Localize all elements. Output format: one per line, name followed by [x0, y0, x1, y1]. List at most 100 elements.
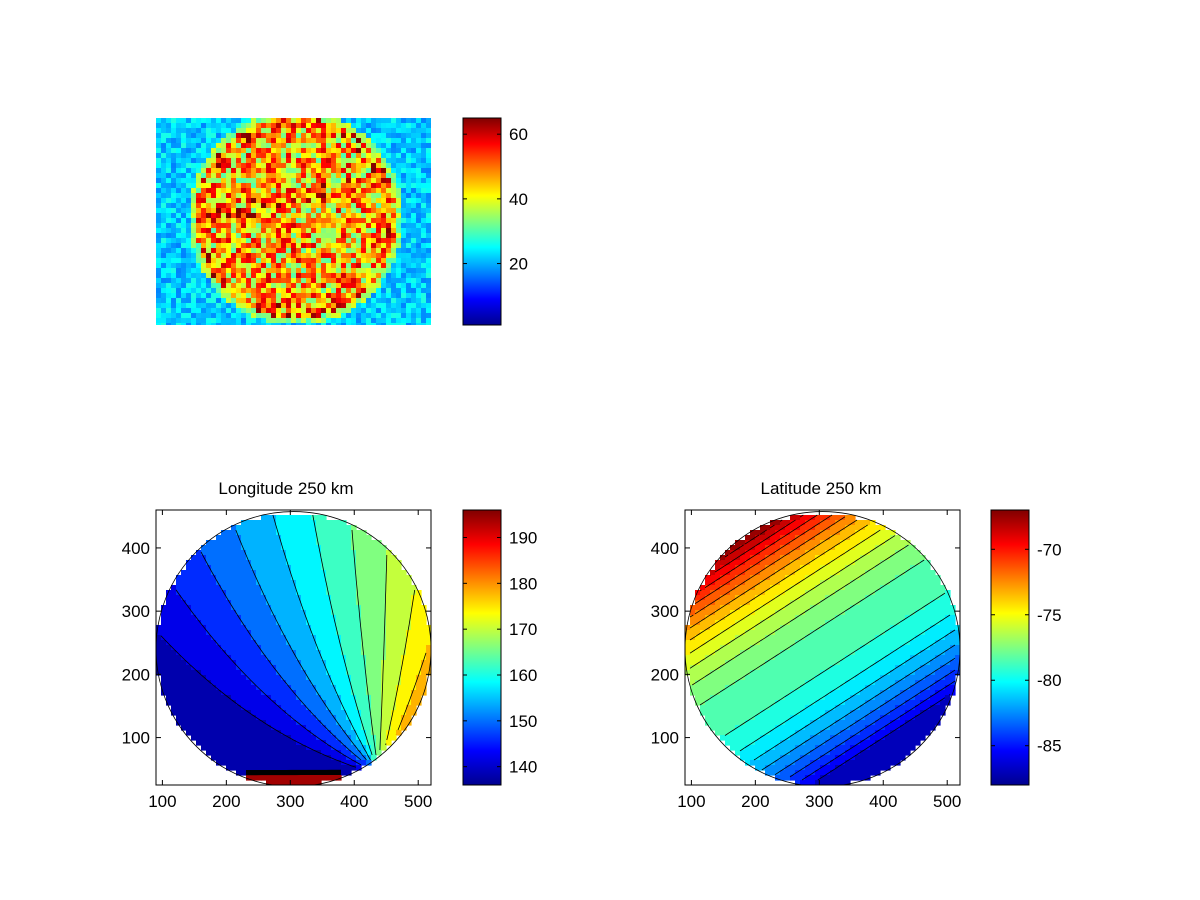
image-cell: [221, 253, 226, 258]
image-cell: [381, 253, 386, 258]
longitude-cell: [166, 675, 172, 681]
longitude-cell: [231, 655, 237, 661]
longitude-cell: [341, 750, 347, 756]
image-cell: [181, 268, 186, 273]
image-cell: [426, 168, 431, 173]
longitude-cell: [301, 740, 307, 746]
latitude-cell: [770, 520, 776, 526]
longitude-cell: [271, 600, 277, 606]
longitude-cell: [216, 750, 222, 756]
longitude-cell: [411, 675, 417, 681]
longitude-cell: [261, 665, 267, 671]
image-cell: [311, 243, 316, 248]
image-cell: [221, 138, 226, 143]
longitude-cell: [326, 675, 332, 681]
image-cell: [201, 143, 206, 148]
image-cell: [316, 213, 321, 218]
image-cell: [206, 198, 211, 203]
image-cell: [161, 153, 166, 158]
longitude-cell: [306, 690, 312, 696]
longitude-cell: [271, 705, 277, 711]
image-cell: [166, 188, 171, 193]
image-cell: [236, 218, 241, 223]
image-cell: [361, 323, 366, 325]
image-cell: [371, 198, 376, 203]
longitude-cell: [381, 590, 387, 596]
longitude-cell: [351, 625, 357, 631]
longitude-cell: [291, 710, 297, 716]
longitude-cell: [286, 605, 292, 611]
image-cell: [201, 323, 206, 325]
longitude-colorbar-tick-label: 160: [509, 666, 537, 685]
longitude-cell: [396, 675, 402, 681]
image-cell: [286, 203, 291, 208]
image-cell: [346, 283, 351, 288]
image-cell: [156, 228, 161, 233]
longitude-cell: [406, 610, 412, 616]
longitude-cell: [326, 695, 332, 701]
longitude-cell: [301, 595, 307, 601]
image-cell: [411, 238, 416, 243]
image-cell: [196, 208, 201, 213]
image-cell: [311, 168, 316, 173]
image-cell: [341, 298, 346, 303]
longitude-cell: [206, 705, 212, 711]
image-cell: [291, 273, 296, 278]
longitude-cell: [211, 540, 217, 546]
longitude-cell: [196, 740, 202, 746]
longitude-cell: [196, 665, 202, 671]
longitude-cell: [311, 715, 317, 721]
longitude-cell: [316, 575, 322, 581]
longitude-cell: [281, 710, 287, 716]
longitude-cell: [221, 550, 227, 556]
longitude-cell: [226, 750, 232, 756]
image-cell: [186, 283, 191, 288]
longitude-cell: [381, 730, 387, 736]
image-cell: [231, 203, 236, 208]
longitude-cell: [381, 635, 387, 641]
longitude-cell: [231, 665, 237, 671]
image-cell: [346, 228, 351, 233]
image-cell: [356, 188, 361, 193]
image-cell: [376, 288, 381, 293]
image-cell: [361, 123, 366, 128]
longitude-cell: [291, 570, 297, 576]
image-cell: [296, 283, 301, 288]
longitude-cell: [386, 590, 392, 596]
longitude-cell: [371, 695, 377, 701]
latitude-cell: [860, 530, 866, 536]
longitude-cell: [366, 670, 372, 676]
longitude-cell: [241, 705, 247, 711]
image-cell: [396, 183, 401, 188]
image-cell: [221, 118, 226, 123]
image-cell: [361, 278, 366, 283]
longitude-cell: [331, 595, 337, 601]
latitude-cell: [730, 555, 736, 561]
longitude-cell: [286, 705, 292, 711]
image-cell: [276, 183, 281, 188]
longitude-cell: [201, 605, 207, 611]
image-cell: [366, 228, 371, 233]
longitude-x-tick-label: 100: [148, 792, 176, 811]
longitude-cell: [231, 725, 237, 731]
image-cell: [376, 308, 381, 313]
image-cell: [361, 178, 366, 183]
image-cell: [301, 313, 306, 318]
longitude-cell: [261, 540, 267, 546]
image-cell: [386, 323, 391, 325]
image-cell: [346, 123, 351, 128]
latitude-cell: [825, 530, 831, 536]
image-cell: [366, 193, 371, 198]
longitude-cell: [181, 715, 187, 721]
longitude-cell: [281, 740, 287, 746]
image-cell: [246, 303, 251, 308]
longitude-cell: [236, 530, 242, 536]
longitude-cell: [306, 555, 312, 561]
longitude-cell: [396, 595, 402, 601]
longitude-cell: [336, 775, 342, 781]
image-cell: [271, 123, 276, 128]
image-cell: [326, 288, 331, 293]
image-cell: [386, 283, 391, 288]
longitude-cell: [161, 670, 167, 676]
image-cell: [301, 298, 306, 303]
